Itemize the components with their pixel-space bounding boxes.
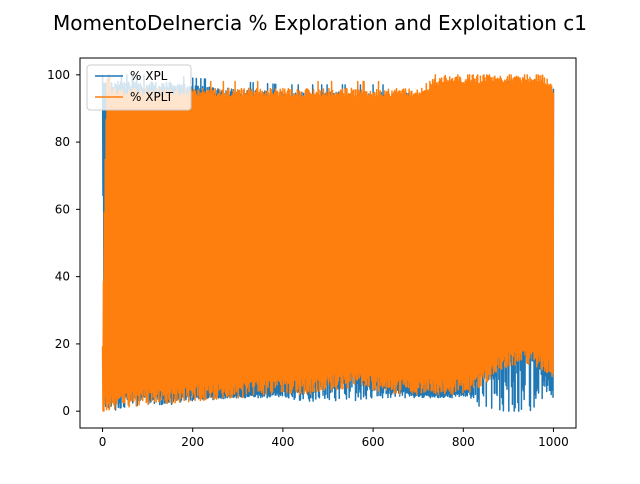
y-tick-label: 20 (55, 337, 70, 351)
x-tick-label: 600 (362, 435, 385, 449)
legend: % XPL % XPLT (86, 64, 192, 111)
chart-title: MomentoDeInercia % Exploration and Explo… (53, 11, 587, 35)
plot-frame (79, 57, 577, 429)
axis-ticks: 0 200 400 600 800 1000 0 20 40 60 80 100 (47, 68, 569, 449)
y-tick-label: 80 (55, 135, 70, 149)
y-tick-label: 0 (62, 404, 70, 418)
legend-label-1: % XPLT (130, 90, 174, 104)
legend-label-0: % XPL (130, 69, 168, 83)
x-tick-label: 800 (452, 435, 475, 449)
y-tick-label: 40 (55, 270, 70, 284)
y-tick-label: 60 (55, 202, 70, 216)
x-tick-label: 1000 (538, 435, 569, 449)
x-tick-label: 200 (181, 435, 204, 449)
x-tick-label: 400 (271, 435, 294, 449)
series-line-1 (101, 74, 555, 412)
y-tick-label: 100 (47, 68, 70, 82)
plot-marks (101, 74, 555, 412)
x-tick-label: 0 (99, 435, 107, 449)
